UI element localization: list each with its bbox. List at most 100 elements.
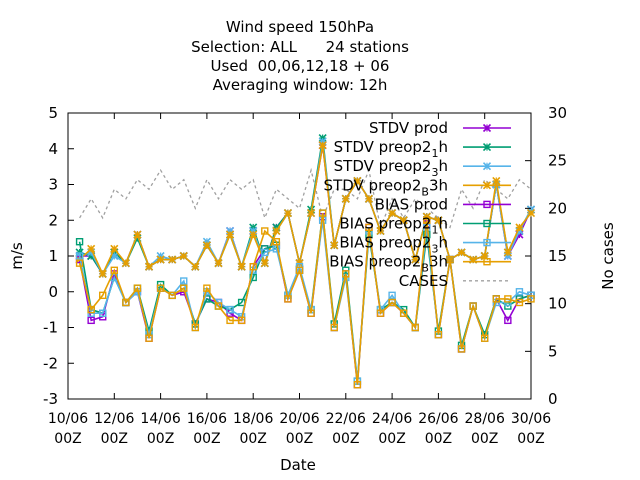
data-point-stdv-preop2-b3h — [87, 244, 96, 253]
data-point-bias-preop2-b3h — [156, 284, 165, 292]
y2-tick-label: 30 — [548, 104, 567, 122]
data-point-stdv-preop2-b3h — [191, 262, 200, 271]
x-tick-label-time: 00Z — [101, 431, 128, 447]
cases-series — [79, 167, 532, 230]
data-point-stdv-preop2-b3h — [144, 262, 154, 271]
x-tick-label-time: 00Z — [147, 431, 174, 447]
x-tick-label-time: 00Z — [286, 431, 313, 447]
data-point-stdv-preop2-b3h — [341, 194, 350, 203]
data-point-bias-preop2-3h — [99, 309, 107, 317]
y2-tick-label: 10 — [548, 295, 567, 313]
legend-label: BIAS prod — [375, 195, 448, 213]
legend-swatch-marker — [482, 143, 492, 152]
y2-tick-label: 25 — [548, 152, 567, 170]
y2-tick-label: 0 — [548, 390, 558, 408]
data-point-bias-preop2-b3h — [99, 291, 107, 300]
data-point-stdv-preop2-b3h — [411, 255, 420, 264]
data-point-bias-preop2-b3h — [133, 284, 142, 292]
y-tick-label: -3 — [43, 390, 58, 408]
y-tick-label: 0 — [48, 283, 58, 301]
data-point-bias-preop2-b3h — [388, 298, 396, 307]
legend-label: STDV preop23h — [334, 157, 448, 179]
data-point-stdv-preop2-b3h — [249, 230, 258, 239]
title-line-2: Selection: ALL 24 stations — [191, 38, 409, 56]
legend-label: STDV preop21h — [334, 138, 448, 160]
data-point-bias-preop2-b3h — [481, 334, 489, 342]
legend-swatch-marker — [483, 238, 491, 247]
title-line-1: Wind speed 150hPa — [226, 18, 374, 36]
x-tick-label-date: 30/06 — [511, 411, 551, 427]
x-tick-label-time: 00Z — [517, 431, 544, 447]
data-point-stdv-preop2-b3h — [168, 255, 177, 264]
plot-frame — [67, 112, 532, 400]
data-point-stdv-preop2-b3h — [515, 223, 524, 232]
legend-swatch-marker — [483, 258, 491, 266]
data-point-stdv-preop2-b3h — [492, 176, 501, 185]
y-tick-label: 3 — [48, 176, 58, 194]
data-point-bias-preop2-b3h — [191, 323, 200, 332]
data-point-bias-preop2-b3h — [434, 330, 443, 339]
legend-label: BIAS preop2B3h — [329, 253, 448, 275]
data-point-bias-preop2-b3h — [75, 259, 84, 267]
data-point-stdv-preop2-b3h — [133, 230, 142, 239]
data-point-bias-preop2-b3h — [122, 298, 130, 307]
data-point-bias-preop2-b3h — [446, 255, 454, 264]
data-point-stdv-preop2-b3h — [121, 259, 130, 268]
x-tick-label-date: 16/06 — [187, 411, 227, 427]
data-point-bias-preop2-3h — [261, 248, 269, 257]
data-point-stdv-preop2-b3h — [388, 209, 397, 218]
x-tick-label-date: 20/06 — [279, 411, 319, 427]
data-point-stdv-preop2-b3h — [353, 176, 362, 185]
data-point-stdv-preop2-b3h — [272, 226, 281, 236]
legend-entry-stdv-preop2-3h: STDV preop23h — [334, 157, 511, 179]
data-point-stdv-preop2-b3h — [260, 259, 269, 268]
data-point-stdv-preop2-b3h — [307, 209, 316, 218]
y-tick-label: -2 — [43, 354, 58, 372]
data-point-bias-preop2-b3h — [180, 284, 188, 292]
x-axis-label: Date — [280, 456, 316, 474]
data-point-bias-preop2-b3h — [249, 263, 257, 271]
data-point-stdv-preop2-b3h — [214, 259, 223, 268]
data-point-bias-preop2-3h — [515, 288, 524, 296]
y-tick-label: 2 — [48, 211, 58, 229]
series-line-bias-preop2-b3h — [78, 213, 532, 385]
data-point-stdv-preop2-b3h — [283, 209, 292, 218]
data-point-bias-preop2-b3h — [110, 266, 119, 274]
legend-entry-cases: CASES — [399, 272, 511, 290]
series-line-cases — [79, 167, 532, 230]
x-tick-label-date: 14/06 — [140, 411, 180, 427]
series-line-stdv-preop2-b3h — [79, 145, 532, 276]
legend-label: BIAS preop21h — [339, 215, 448, 237]
x-tick-label-time: 00Z — [54, 431, 81, 447]
data-point-bias-preop2-b3h — [515, 298, 524, 307]
data-point-bias-preop2-b3h — [168, 291, 176, 300]
data-point-bias-preop2-3h — [75, 252, 84, 260]
data-point-stdv-preop2-b3h — [330, 241, 339, 250]
data-point-bias-preop2-b3h — [376, 309, 385, 317]
y2-tick-label: 5 — [548, 342, 558, 360]
data-point-bias-preop2-b3h — [226, 316, 234, 325]
data-point-bias-preop2-b3h — [469, 302, 477, 310]
data-point-bias-preop2-b3h — [411, 323, 419, 332]
x-tick-label-date: 24/06 — [372, 411, 412, 427]
x-tick-label-date: 22/06 — [326, 411, 366, 427]
data-point-bias-preop2-b3h — [237, 316, 246, 325]
data-point-stdv-preop2-b3h — [399, 216, 408, 225]
legend-entry-bias-preop2-b3h: BIAS preop2B3h — [329, 253, 511, 275]
x-tick-label-time: 00Z — [471, 431, 498, 447]
axes-layer: 543210-1-2-330252015105010/0600Z12/0600Z… — [43, 104, 567, 447]
x-tick-label-time: 00Z — [193, 431, 220, 447]
x-tick-label-time: 00Z — [239, 431, 266, 447]
legend-entry-bias-preop2-3h: BIAS preop23h — [339, 234, 511, 256]
data-point-bias-preop2-b3h — [284, 295, 292, 303]
legend-entry-stdv-prod: STDV prod — [369, 119, 511, 137]
data-point-bias-preop2-b3h — [353, 381, 362, 389]
plot-border — [67, 112, 532, 400]
title-line-3: Used 00,06,12,18 + 06 — [211, 57, 390, 75]
data-point-bias-preop2-3h — [272, 245, 281, 253]
y2-tick-label: 20 — [548, 199, 567, 217]
legend-label: STDV preop2B3h — [324, 176, 448, 198]
data-point-bias-prod — [504, 316, 512, 325]
